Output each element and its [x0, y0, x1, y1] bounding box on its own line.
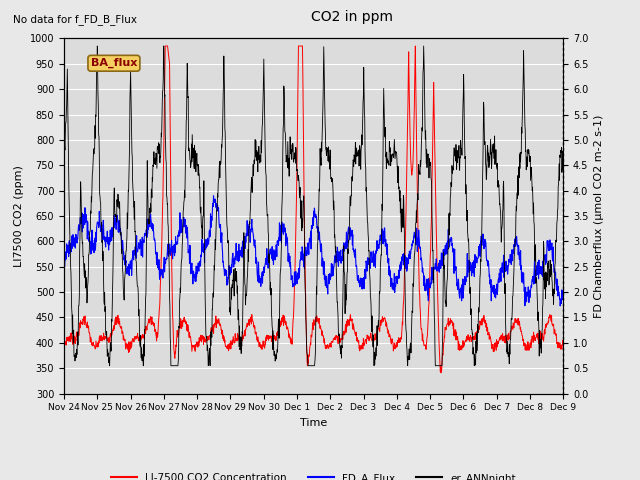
- Legend: LI-7500 CO2 Concentration, FD_A_Flux, er_ANNnight: LI-7500 CO2 Concentration, FD_A_Flux, er…: [107, 468, 520, 480]
- Text: BA_flux: BA_flux: [91, 58, 137, 68]
- Y-axis label: LI7500 CO2 (ppm): LI7500 CO2 (ppm): [14, 165, 24, 267]
- Y-axis label: FD Chamberflux (μmol CO2 m-2 s-1): FD Chamberflux (μmol CO2 m-2 s-1): [594, 114, 604, 318]
- Text: CO2 in ppm: CO2 in ppm: [311, 10, 393, 24]
- Text: No data for f_FD_B_Flux: No data for f_FD_B_Flux: [13, 14, 137, 25]
- X-axis label: Time: Time: [300, 418, 327, 428]
